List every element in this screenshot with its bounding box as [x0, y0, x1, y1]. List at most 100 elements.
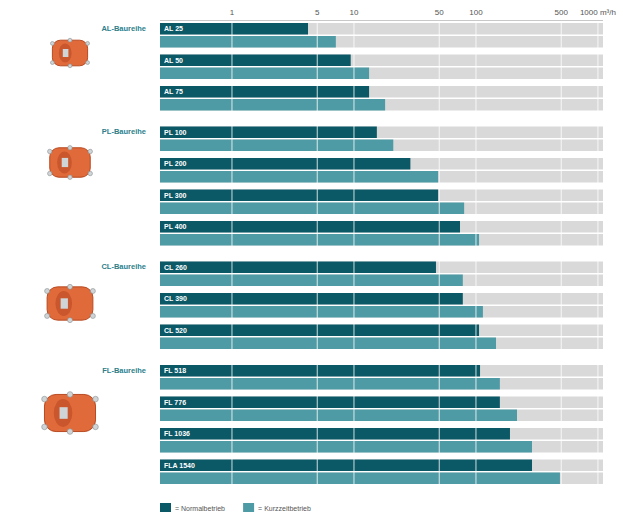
category-label: FL 518 — [164, 367, 186, 374]
bar-track — [160, 460, 603, 472]
x-ticks: 1 5 10 50 100 500 1000 m³/h — [230, 8, 616, 486]
tick-label: 10 — [350, 8, 359, 17]
group-label: AL-Baureihe — [101, 24, 146, 33]
tick-label: 5 — [315, 8, 320, 17]
bar-track — [160, 127, 603, 139]
category-label: PL 100 — [164, 129, 187, 136]
grid-line — [231, 23, 232, 486]
tick-label: 1 — [230, 8, 235, 17]
bar — [160, 203, 464, 215]
category-label: PL 200 — [164, 160, 187, 167]
bar — [160, 473, 560, 485]
bar-track — [160, 338, 603, 350]
bar-track — [160, 325, 603, 337]
bar — [160, 275, 463, 287]
bar-track — [160, 171, 603, 183]
chart: 1 5 10 50 100 500 1000 m³/h AL 25 AL 50 AL 75 PL 1… — [0, 0, 623, 514]
axis-line — [160, 20, 603, 21]
bar — [160, 262, 436, 274]
bar — [160, 234, 479, 246]
bar-track — [160, 410, 603, 422]
tick-label: 1000 m³/h — [580, 8, 616, 17]
category-label: CL 390 — [164, 295, 187, 302]
bar — [160, 365, 480, 377]
bar-track — [160, 23, 603, 35]
category-label: CL 520 — [164, 327, 187, 334]
category-label: AL 25 — [164, 25, 183, 32]
bar-track — [160, 99, 603, 111]
grid-line — [439, 23, 440, 486]
pump-icon — [45, 284, 96, 322]
bar — [160, 428, 510, 440]
bar — [160, 23, 308, 35]
bar — [160, 190, 438, 202]
category-label: PL 300 — [164, 192, 187, 199]
bar — [160, 378, 500, 390]
group-label: PL-Baureihe — [102, 127, 146, 136]
grid-line — [353, 23, 354, 486]
bar — [160, 410, 517, 422]
bar-track — [160, 221, 603, 233]
bar — [160, 306, 483, 318]
bar-track — [160, 68, 603, 80]
tick-label: 500 — [555, 8, 569, 17]
legend-label: = Kurzzeitbetrieb — [258, 505, 311, 512]
bar-track — [160, 36, 603, 48]
bar-track — [160, 262, 603, 274]
bar — [160, 158, 410, 170]
bar — [160, 68, 369, 80]
bar — [160, 55, 351, 67]
tick-label: 100 — [469, 8, 483, 17]
legend-label: = Normalbetrieb — [175, 505, 225, 512]
bar-track — [160, 428, 603, 440]
bar — [160, 293, 463, 305]
bar-track — [160, 190, 603, 202]
category-label: AL 50 — [164, 57, 183, 64]
grid-line — [597, 23, 598, 486]
tick-label: 50 — [435, 8, 444, 17]
bar-track — [160, 378, 603, 390]
bar — [160, 325, 479, 337]
bar-track — [160, 293, 603, 305]
bar-track — [160, 473, 603, 485]
bar — [160, 36, 336, 48]
pump-icon — [48, 146, 93, 180]
bar-track — [160, 203, 603, 215]
bar-track — [160, 275, 603, 287]
pump-icon — [50, 38, 89, 67]
bar-track — [160, 86, 603, 98]
bar — [160, 99, 385, 111]
bar — [160, 397, 500, 409]
bar-track — [160, 397, 603, 409]
bar-track — [160, 55, 603, 67]
background-bars — [160, 23, 603, 484]
bar — [160, 86, 369, 98]
bar — [160, 127, 377, 139]
bar — [160, 140, 393, 152]
legend-swatch — [160, 503, 171, 512]
pump-icon — [42, 392, 99, 435]
bar-track — [160, 365, 603, 377]
category-label: FL 776 — [164, 399, 186, 406]
bar-track — [160, 306, 603, 318]
grid-line — [317, 23, 318, 486]
bar-track — [160, 441, 603, 453]
legend-swatch — [243, 503, 254, 512]
bar — [160, 221, 460, 233]
bars — [160, 23, 560, 484]
category-label: AL 75 — [164, 88, 183, 95]
grid-line — [475, 23, 476, 486]
bar-track — [160, 140, 603, 152]
grid-line — [561, 23, 562, 486]
bar-track — [160, 158, 603, 170]
bar-track — [160, 234, 603, 246]
legend: = Normalbetrieb = Kurzzeitbetrieb — [160, 503, 311, 512]
bar — [160, 171, 438, 183]
group-label: CL-Baureihe — [101, 262, 146, 271]
category-label: FLA 1540 — [164, 462, 195, 469]
category-label: FL 1036 — [164, 430, 190, 437]
group-label: FL-Baureihe — [102, 366, 146, 375]
bar — [160, 338, 496, 350]
category-label: CL 260 — [164, 264, 187, 271]
category-label: PL 400 — [164, 223, 187, 230]
